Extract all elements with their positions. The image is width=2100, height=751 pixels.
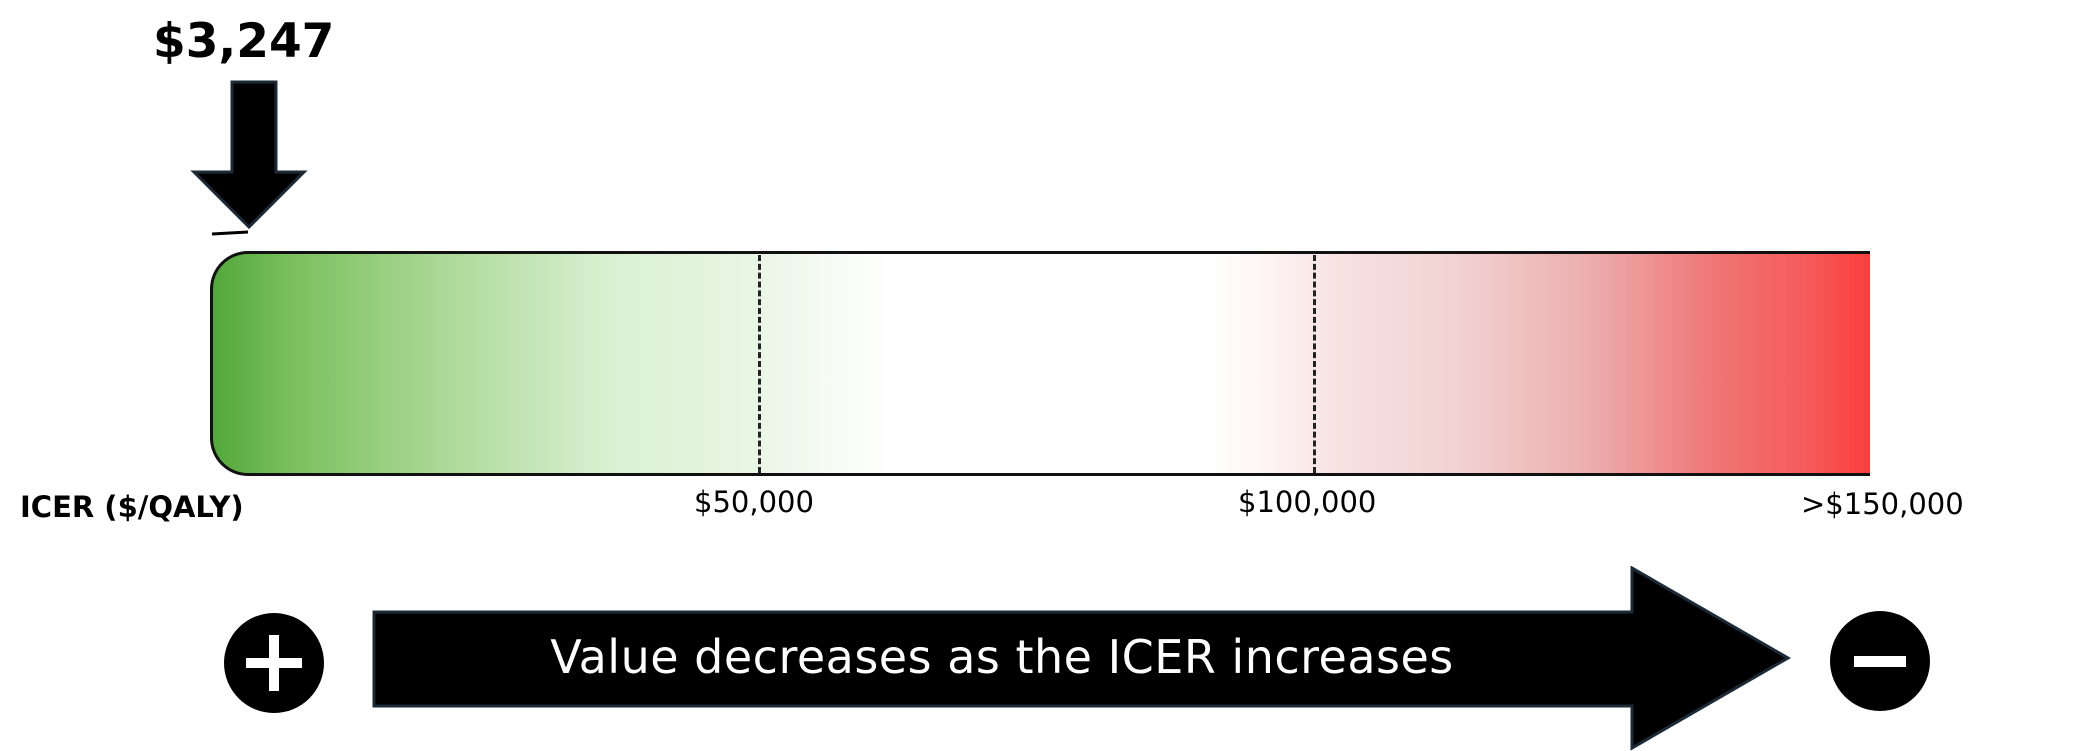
- tick-label-100000: $100,000: [1238, 485, 1377, 519]
- plus-icon: [224, 613, 324, 713]
- icer-gradient-scale: [210, 251, 1870, 476]
- threshold-line-50000: [758, 255, 761, 473]
- down-arrow-pointer-icon: [190, 80, 308, 236]
- gradient-bar: [210, 251, 1870, 476]
- icer-value-label: $3,247: [153, 14, 335, 69]
- tick-label-150000: >$150,000: [1801, 487, 1964, 521]
- minus-icon: [1830, 611, 1930, 711]
- direction-arrow: [372, 566, 1792, 751]
- direction-text: Value decreases as the ICER increases: [550, 630, 1454, 684]
- tick-label-50000: $50,000: [694, 485, 814, 519]
- axis-title: ICER ($/QALY): [20, 490, 244, 524]
- threshold-line-100000: [1313, 255, 1316, 473]
